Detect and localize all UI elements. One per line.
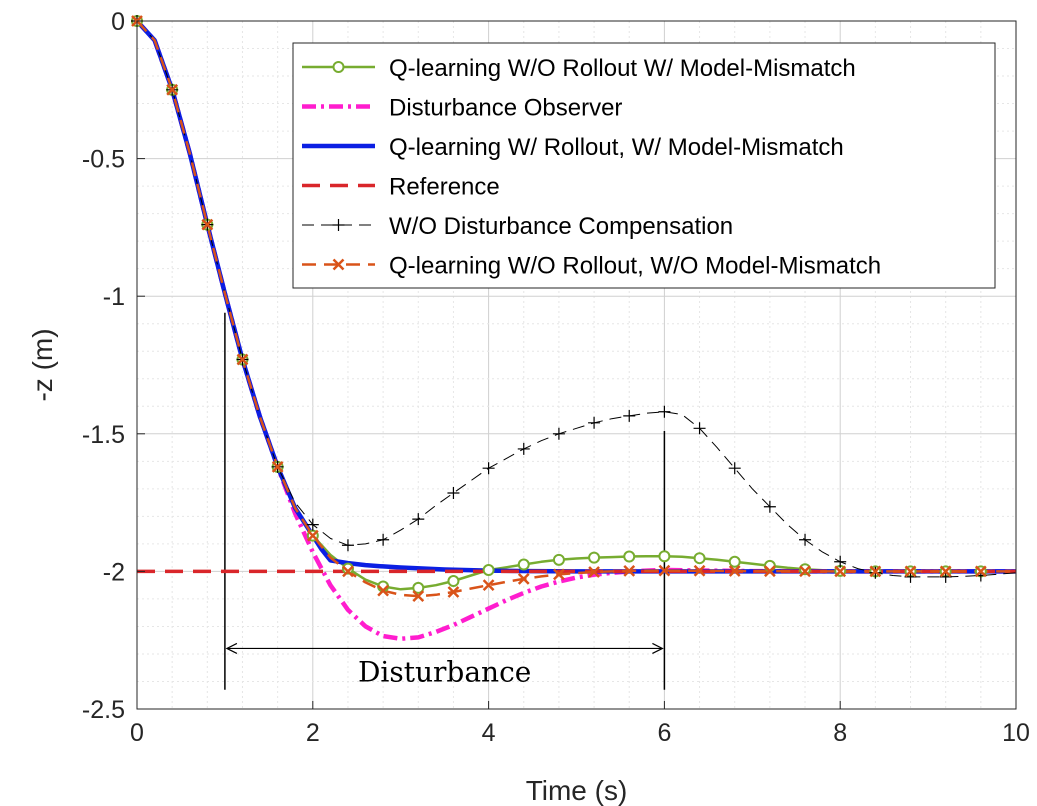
data-point [236,353,249,366]
data-point [799,533,812,546]
disturbance-label: Disturbance [358,655,531,688]
data-point [799,563,812,576]
axes [136,20,1017,710]
disturbance-annotation: Disturbance [224,312,666,690]
data-point [517,572,530,585]
data-point [517,558,530,571]
data-point [623,564,636,577]
data-point [342,565,354,578]
data-point [412,581,425,594]
legend-label: W/O Disturbance Compensation [389,213,733,240]
data-point [482,579,495,592]
data-point [763,565,776,578]
legend-label: Q-learning W/O Rollout W/ Model-Mismatch [389,55,856,82]
data-point [623,409,636,422]
data-point [588,566,600,578]
x-tick-label: 4 [482,719,496,747]
data-point [552,427,565,440]
data-point [412,590,425,603]
legend-marker [332,219,345,231]
data-point [974,565,987,578]
data-point [658,405,671,418]
y-axis-label: -z (m) [27,328,58,401]
data-point [377,584,390,597]
legend: Q-learning W/O Rollout W/ Model-Mismatch… [292,42,996,289]
x-axis-label: Time (s) [526,775,628,806]
y-tick-label: -1 [103,283,125,311]
data-point [517,442,530,455]
series-line-5 [136,20,1016,598]
x-tick-label: 2 [306,719,320,747]
legend-label: Reference [389,174,500,201]
data-point [658,550,671,563]
y-tick-label: 0 [111,8,125,36]
legend-box [292,42,996,289]
data-point [869,565,882,578]
legend-label: Disturbance Observer [389,95,622,122]
legend-marker [332,258,345,271]
x-tick-label: 0 [130,719,144,747]
data-point [552,553,565,566]
plot-area-border [136,20,1017,710]
data-point [904,565,917,578]
data-point [728,565,741,577]
data-point [588,416,601,429]
data-point [693,422,706,435]
data-point [482,462,495,475]
data-point [588,551,601,564]
x-tick-label: 10 [1002,719,1030,747]
legend-label: Q-learning W/ Rollout, W/ Model-Mismatch [389,134,844,161]
y-tick-label: -2 [103,558,125,586]
data-point [201,218,214,231]
disturbance-arrow-head-right [652,642,664,654]
y-tick-label: -0.5 [82,146,125,174]
data-point [271,460,284,473]
data-point [939,565,952,578]
legend-marker [332,61,345,73]
data-point [482,564,495,577]
data-point [341,562,354,575]
disturbance-arrow-head-left [225,642,238,654]
data-point [658,564,671,577]
series-group [131,15,1017,642]
x-tick-label: 8 [833,719,847,747]
data-point [447,586,460,598]
data-point [728,462,741,475]
data-point [728,555,741,568]
data-point [412,513,425,526]
y-tick-label: -2.5 [82,696,125,724]
x-tick-label: 6 [657,719,671,747]
data-point [799,565,811,578]
data-point [693,564,706,577]
data-point [447,486,460,499]
data-point [166,83,179,96]
data-point [834,565,847,578]
data-point [377,533,390,546]
data-point [763,500,776,513]
data-point [834,555,847,568]
data-point [553,568,565,581]
y-tick-label: -1.5 [82,421,125,449]
tick-labels: 0 2 4 6 8 10 0 -0.5 -1 -1.5 -2 -2.5 [82,8,1030,747]
data-point [693,552,706,565]
data-point [341,539,354,552]
data-point [447,575,460,588]
data-point [623,550,636,563]
data-point [306,518,319,531]
legend-label: Q-learning W/O Rollout, W/O Model-Mismat… [389,253,881,280]
data-point [306,529,319,542]
series-line-4 [136,20,1017,578]
